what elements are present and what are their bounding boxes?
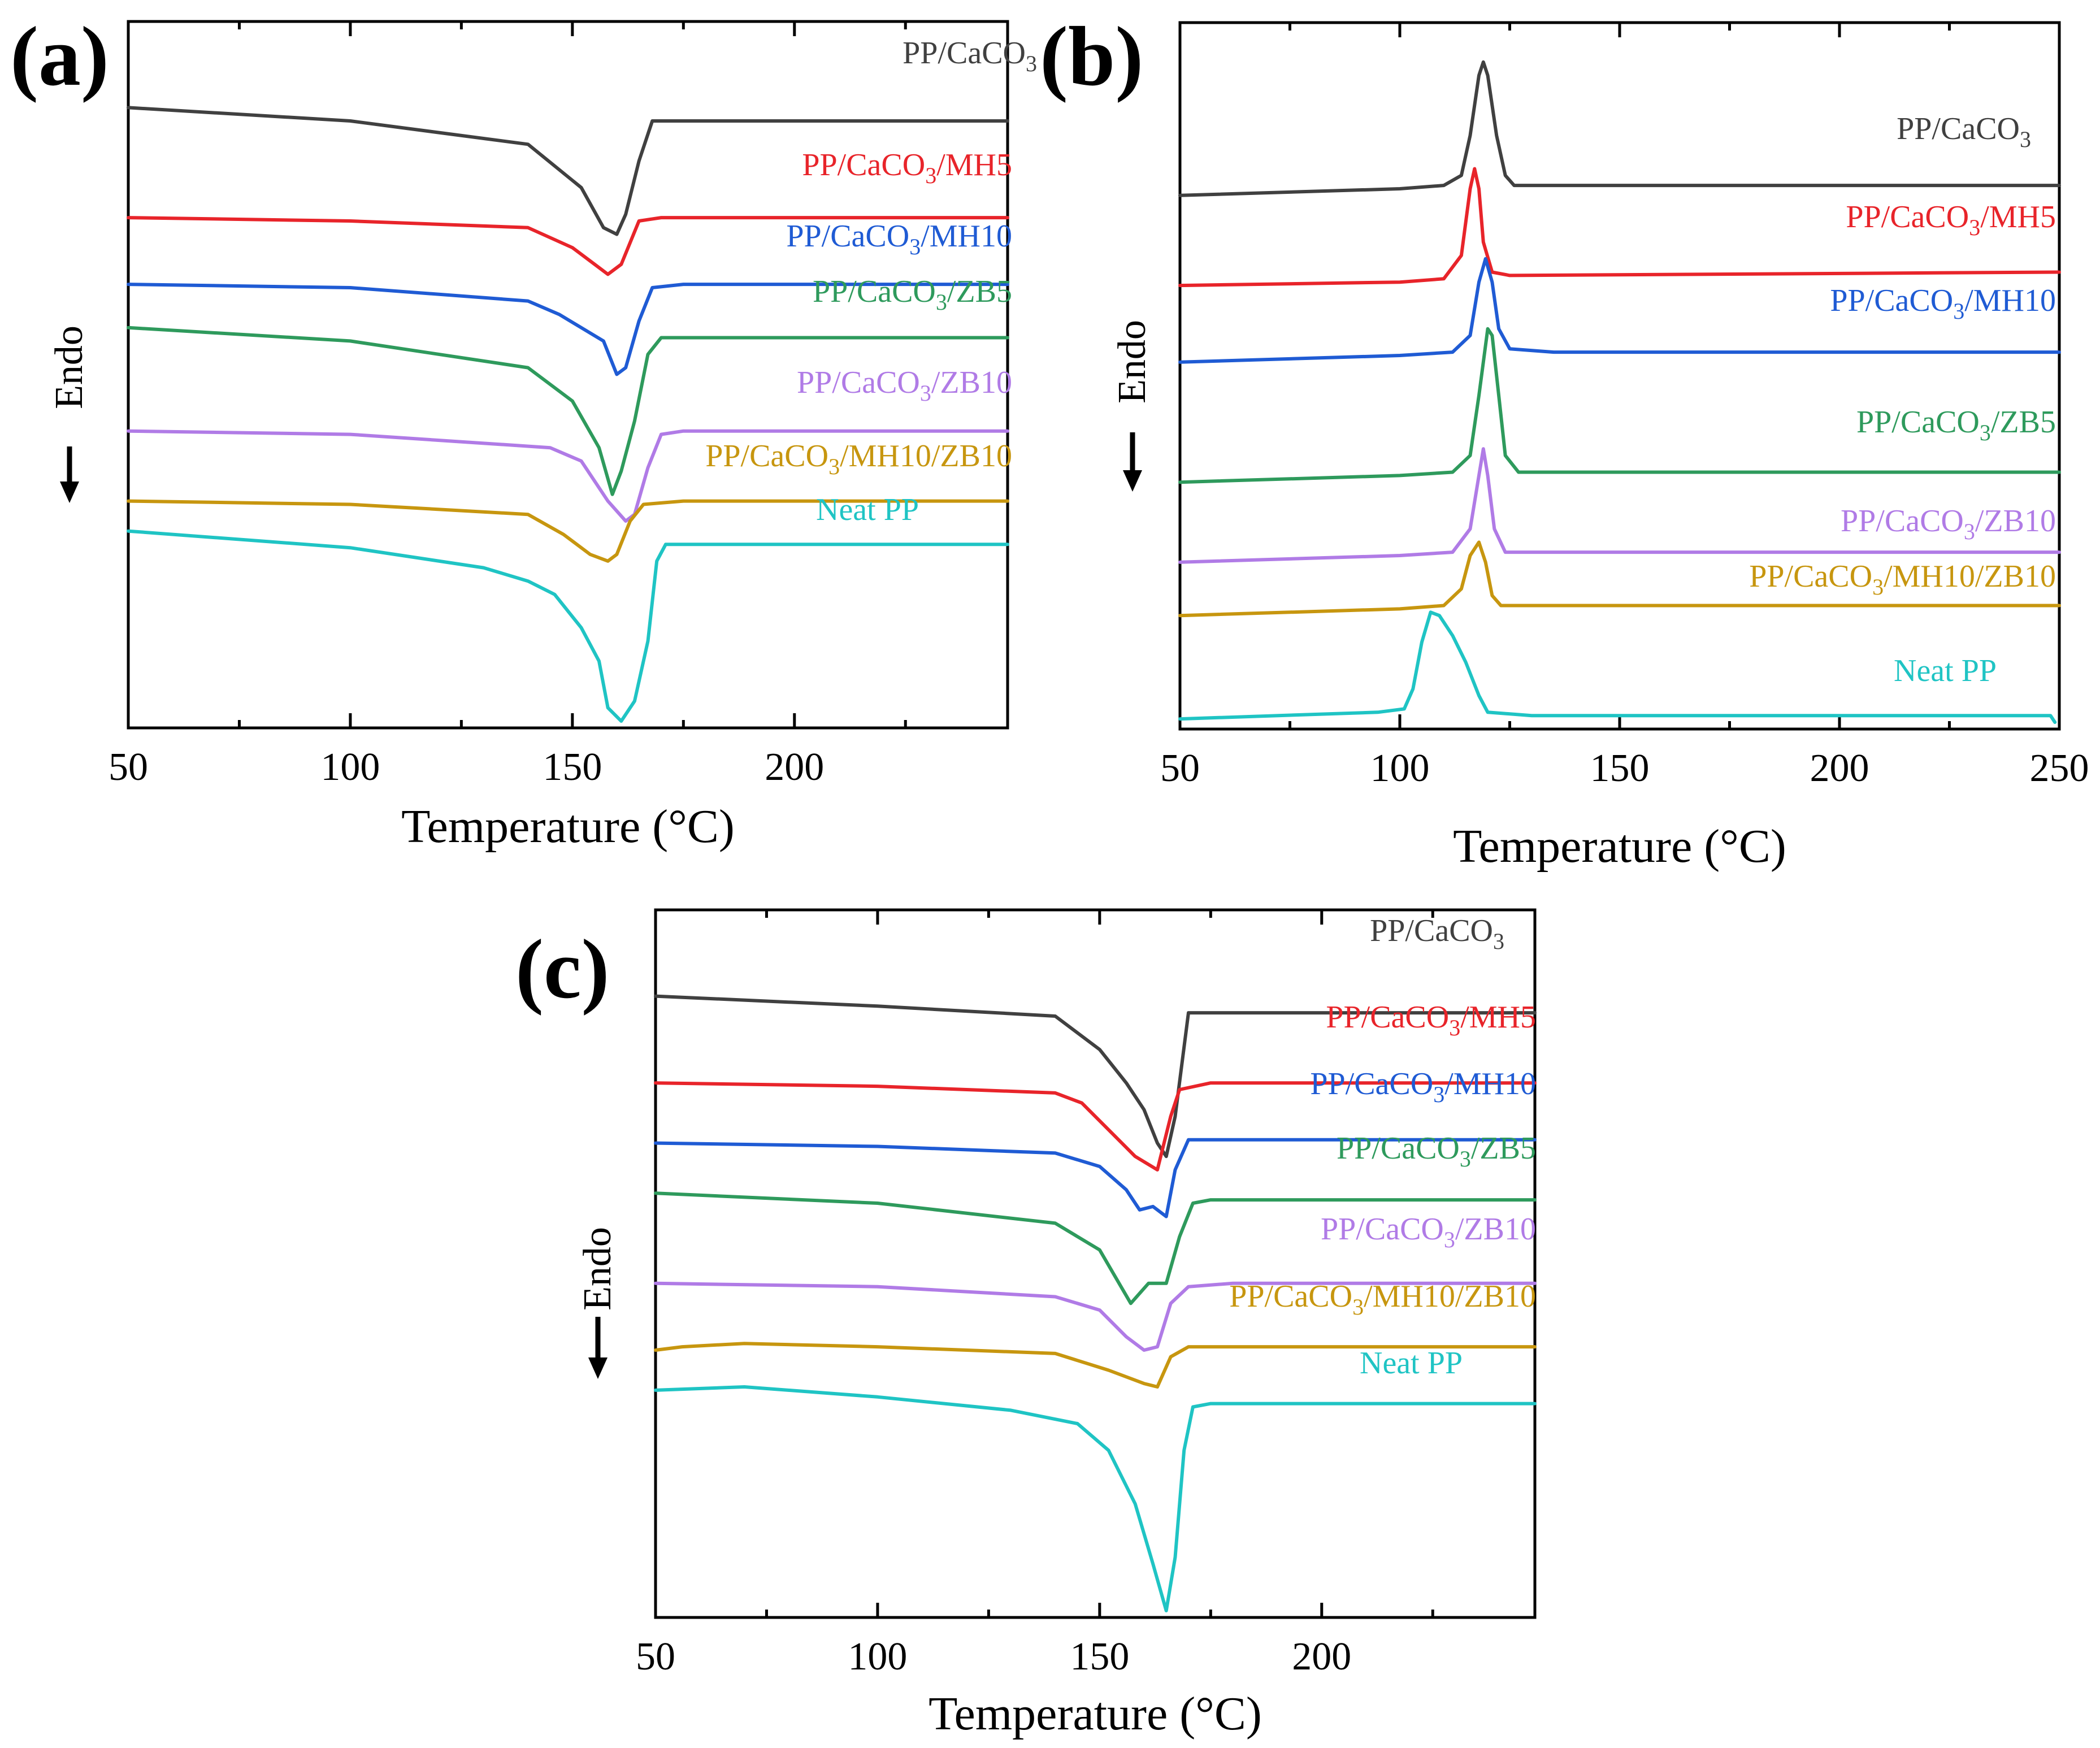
endo-down-arrow-icon [1123, 432, 1142, 492]
series-label: PP/CaCO3/MH5 [1846, 199, 2056, 240]
series-label: Neat PP [1894, 653, 1997, 688]
series-line-pp-caco3-zb10 [1178, 447, 2061, 564]
y-axis-title: Endo [47, 326, 91, 409]
endo-down-arrow-icon [60, 446, 79, 503]
x-tick-label: 50 [109, 745, 148, 789]
x-tick-label: 200 [765, 745, 824, 789]
series-label: PP/CaCO3 [1370, 913, 1504, 954]
series-line-neat-pp [127, 529, 1009, 723]
series-label: PP/CaCO3/ZB5 [1337, 1131, 1536, 1172]
series-line-pp-caco3 [1178, 60, 2061, 197]
series-label: Neat PP [816, 492, 919, 527]
plot-frame [127, 20, 1009, 730]
series-label: PP/CaCO3 [903, 36, 1037, 76]
x-axis-title: Temperature (°C) [401, 800, 735, 853]
series-line-pp-caco3-mh10 [127, 283, 1009, 376]
series-line-pp-caco3-zb5 [654, 1191, 1537, 1305]
plot-frame [654, 908, 1537, 1619]
series-label: PP/CaCO3/ZB5 [813, 274, 1012, 315]
x-tick-label: 50 [636, 1635, 675, 1678]
x-tick-label: 100 [320, 745, 380, 789]
series-label: PP/CaCO3/MH10/ZB10 [705, 439, 1012, 479]
panel-label: (c) [515, 922, 609, 1016]
series-line-pp-caco3-mh5 [127, 216, 1009, 276]
endo-down-arrow-icon [588, 1317, 608, 1379]
series-label: PP/CaCO3/ZB5 [1856, 405, 2056, 445]
x-tick-label: 200 [1810, 747, 1869, 790]
series-line-pp-caco3-mh5 [1178, 167, 2061, 288]
panel-b: 50 100 150 200 250 Temperature (°C) Endo (b) PP/… [1040, 10, 2089, 873]
x-tick-label: 150 [543, 745, 602, 789]
series-line-neat-pp [1178, 610, 2057, 724]
series-label: PP/CaCO3/MH10 [786, 219, 1012, 259]
x-axis-title: Temperature (°C) [1453, 820, 1786, 873]
x-tick-label: 50 [1160, 747, 1200, 790]
panel-a: 50 100 150 200 Temperature (°C) Endo (a) PP/CaC… [10, 10, 1037, 853]
series-label: PP/CaCO3/MH10 [1830, 283, 2056, 324]
x-tick-label: 100 [1370, 747, 1430, 790]
series-line-pp-caco3-mh10-zb10 [1178, 540, 2061, 618]
series-line-pp-caco3-mh10-zb10 [654, 1342, 1537, 1389]
series-label: PP/CaCO3/MH5 [1326, 1000, 1536, 1040]
series-line-pp-caco3 [654, 994, 1537, 1159]
series-line-pp-caco3-mh10-zb10 [127, 499, 1009, 563]
series-line-pp-caco3-zb5 [127, 326, 1009, 496]
series-label: PP/CaCO3/MH5 [802, 148, 1012, 188]
x-tick-label: 100 [848, 1635, 907, 1678]
series-line-pp-caco3 [127, 106, 1009, 236]
panel-c: 50 100 150 200 Temperature (°C) Endo (c) PP/CaC… [515, 908, 1537, 1740]
x-tick-label: 200 [1292, 1635, 1351, 1678]
x-tick-label: 250 [2030, 747, 2089, 790]
panel-label: (b) [1040, 10, 1143, 103]
panel-label: (a) [10, 10, 109, 103]
x-tick-label: 150 [1590, 747, 1650, 790]
series-line-pp-caco3-zb10 [654, 1281, 1537, 1352]
series-label: PP/CaCO3/ZB10 [1841, 504, 2056, 544]
y-axis-title: Endo [1110, 320, 1154, 404]
series-label: Neat PP [1360, 1346, 1463, 1381]
y-axis-title: Endo [576, 1227, 619, 1311]
series-line-neat-pp [654, 1385, 1537, 1612]
x-tick-label: 150 [1070, 1635, 1129, 1678]
series-label: PP/CaCO3/MH10 [1310, 1066, 1536, 1107]
series-line-pp-caco3-zb5 [1178, 327, 2061, 484]
series-line-pp-caco3-mh10 [1178, 257, 2061, 364]
x-axis-title: Temperature (°C) [928, 1688, 1262, 1740]
series-label: PP/CaCO3/ZB10 [797, 365, 1012, 406]
series-line-pp-caco3-zb10 [127, 429, 1009, 523]
series-label: PP/CaCO3/MH10/ZB10 [1749, 559, 2056, 600]
series-line-pp-caco3-mh5 [654, 1081, 1537, 1172]
series-line-pp-caco3-mh10 [654, 1138, 1537, 1218]
series-label: PP/CaCO3 [1897, 111, 2031, 152]
series-label: PP/CaCO3/MH10/ZB10 [1229, 1279, 1536, 1320]
series-label: PP/CaCO3/ZB10 [1321, 1212, 1536, 1252]
